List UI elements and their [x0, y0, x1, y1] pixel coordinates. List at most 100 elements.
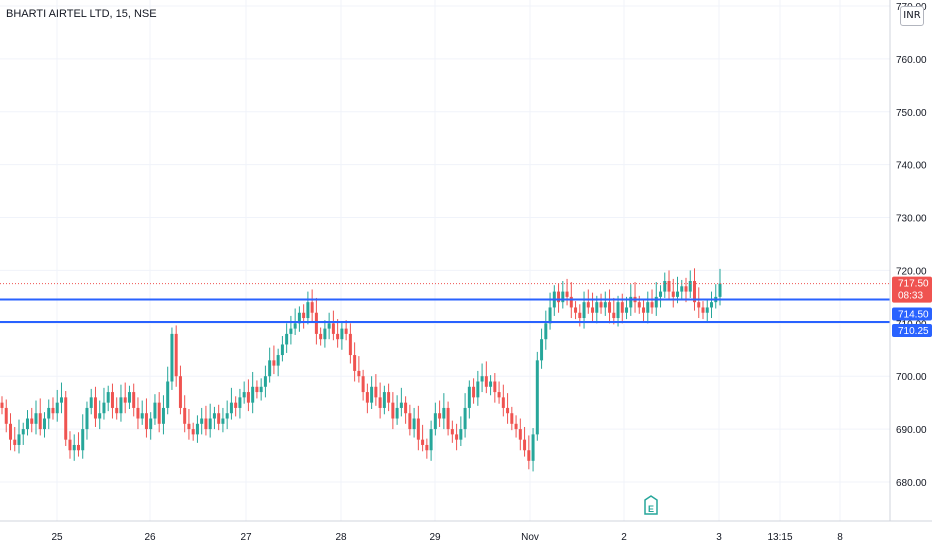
- candle: [51, 397, 55, 420]
- candle-body: [85, 407, 89, 430]
- candle: [353, 342, 357, 382]
- candle: [157, 392, 161, 433]
- price-tick-label: 750.00: [896, 108, 927, 119]
- candle-body: [497, 392, 501, 398]
- candle-body: [693, 281, 697, 303]
- candle-body: [718, 283, 722, 297]
- candle-body: [25, 418, 29, 430]
- candle: [404, 396, 408, 424]
- candle: [620, 293, 624, 324]
- candle: [85, 401, 89, 440]
- candle: [680, 279, 684, 301]
- candle-body: [344, 328, 348, 334]
- candle-body: [671, 291, 675, 297]
- grid-lines: [0, 0, 890, 521]
- candle-body: [212, 413, 216, 419]
- candle: [391, 392, 395, 430]
- candle-body: [365, 392, 369, 403]
- candle-body: [8, 423, 12, 440]
- candle: [344, 320, 348, 341]
- time-tick-label: 13:15: [767, 532, 792, 543]
- candle-body: [484, 376, 488, 387]
- earnings-icon[interactable]: [644, 495, 658, 515]
- candle: [450, 420, 454, 443]
- candle: [331, 310, 335, 341]
- candle: [548, 292, 552, 330]
- candle-body: [591, 307, 595, 313]
- countdown-label: 08:33: [898, 291, 923, 302]
- price-axis[interactable]: 680.00690.00700.00710.00720.00730.00740.…: [889, 0, 927, 521]
- candle-body: [710, 302, 714, 308]
- candle: [306, 291, 310, 325]
- candle: [659, 285, 663, 308]
- earnings-marker[interactable]: E: [644, 495, 658, 515]
- candle-body: [76, 444, 80, 451]
- time-axis[interactable]: 25 26 27 28 29 Nov 2 3 13:15 8: [0, 520, 932, 543]
- candle-body: [161, 407, 165, 424]
- candle-body: [323, 328, 327, 340]
- price-tick-label: 720.00: [896, 266, 927, 277]
- candle-body: [395, 407, 399, 419]
- candle-body: [17, 434, 21, 445]
- candle-body: [629, 296, 633, 308]
- candle: [421, 424, 425, 452]
- candle-body: [557, 291, 561, 303]
- candle-body: [535, 360, 539, 435]
- candle: [55, 389, 59, 422]
- candle-body: [421, 439, 425, 445]
- candle-body: [187, 423, 191, 430]
- time-tick-label: Nov: [521, 532, 539, 543]
- candle: [357, 356, 361, 383]
- candle-body: [195, 423, 199, 435]
- horizontal-levels[interactable]: [0, 283, 890, 323]
- candle: [387, 383, 391, 412]
- candle: [425, 438, 429, 459]
- candle-body: [574, 307, 578, 313]
- candle-body: [183, 407, 187, 424]
- candle: [110, 383, 114, 419]
- candle-body: [306, 302, 310, 319]
- candle: [144, 398, 148, 438]
- candle-body: [361, 376, 365, 393]
- candle: [166, 366, 170, 415]
- time-tick-label: 28: [335, 532, 347, 543]
- candle-body: [548, 307, 552, 324]
- candle: [489, 375, 493, 396]
- candle: [17, 419, 21, 454]
- candle: [637, 295, 641, 314]
- candle-body: [285, 333, 289, 345]
- candle-body: [659, 291, 663, 297]
- candle-body: [157, 402, 161, 424]
- candle-body: [110, 392, 114, 408]
- candle: [544, 310, 548, 350]
- candle-body: [455, 434, 459, 440]
- candle: [272, 345, 276, 375]
- candle: [540, 328, 544, 369]
- candle: [59, 382, 63, 414]
- symbol-title[interactable]: BHARTI AIRTEL LTD, 15, NSE: [6, 8, 157, 20]
- price-tick-label: 740.00: [896, 161, 927, 172]
- candle-body: [72, 444, 76, 451]
- candle-body: [510, 413, 514, 424]
- currency-badge[interactable]: INR: [900, 6, 924, 26]
- candle: [119, 384, 123, 422]
- candle: [106, 385, 110, 412]
- candle-body: [408, 413, 412, 430]
- candle: [663, 272, 667, 298]
- candle: [497, 381, 501, 404]
- candle: [514, 415, 518, 438]
- candle-body: [616, 302, 620, 319]
- candle: [523, 426, 527, 457]
- candle: [263, 365, 267, 398]
- candle-body: [599, 302, 603, 308]
- candle-body: [68, 439, 72, 451]
- candle-body: [586, 302, 590, 308]
- candle: [710, 291, 714, 319]
- last-price-label: 717.50: [898, 279, 929, 290]
- candle: [467, 380, 471, 419]
- candle: [374, 374, 378, 406]
- candle-body: [540, 339, 544, 361]
- candle-body: [450, 429, 454, 435]
- candle-body: [518, 429, 522, 440]
